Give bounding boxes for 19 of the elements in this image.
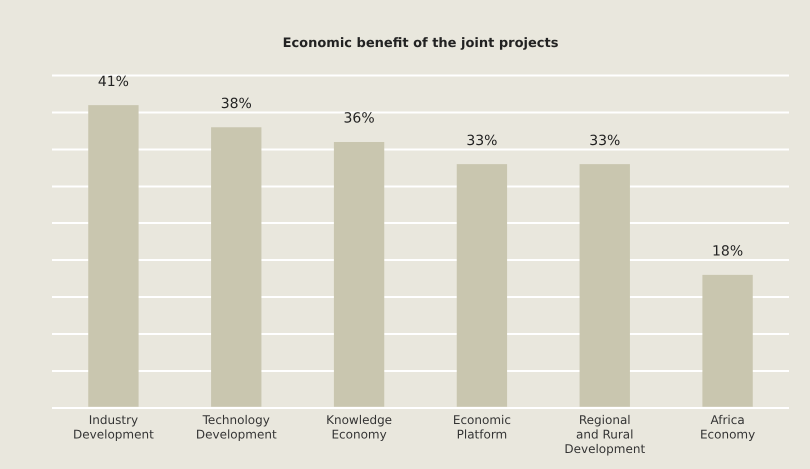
x-tick-label: Industry Development: [73, 413, 154, 442]
bar: [702, 274, 753, 407]
data-label: 33%: [466, 132, 498, 149]
data-label: 33%: [589, 132, 620, 149]
chart-title: Economic benefit of the joint projects: [282, 36, 559, 52]
x-tick-label: Economic Platform: [452, 413, 511, 442]
bar: [88, 105, 139, 407]
bar: [580, 164, 630, 407]
data-label: 18%: [712, 244, 744, 260]
bar: [211, 127, 262, 407]
x-tick-label: Knowledge Economy: [326, 413, 392, 442]
x-tick-label: Technology Development: [196, 413, 277, 442]
bar: [334, 142, 384, 407]
x-tick-label: Africa Economy: [700, 413, 756, 442]
data-label: 41%: [98, 74, 129, 90]
x-tick-label: Regional and Rural Development: [564, 413, 646, 456]
data-label: 36%: [344, 110, 375, 127]
bar: [456, 164, 508, 407]
data-label: 38%: [220, 96, 252, 112]
